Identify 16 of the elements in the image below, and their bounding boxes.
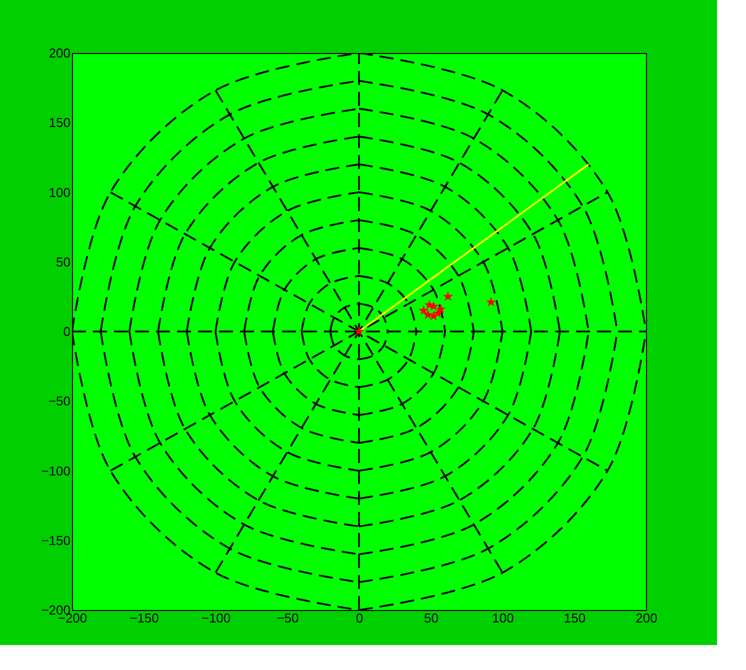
y-tick-label: 150 bbox=[48, 115, 70, 130]
y-tick-label: −150 bbox=[41, 532, 70, 548]
y-tick-label: 0 bbox=[63, 324, 70, 339]
x-tick-label: 200 bbox=[636, 610, 658, 626]
x-tick-label: 150 bbox=[564, 610, 586, 626]
x-tick-label: −100 bbox=[201, 610, 231, 626]
x-tick-label: 50 bbox=[424, 610, 438, 626]
x-tick-label: 0 bbox=[356, 610, 364, 626]
y-tick-label: 50 bbox=[56, 254, 70, 270]
y-tick-label: −100 bbox=[41, 463, 70, 478]
y-tick-label: −50 bbox=[48, 394, 70, 409]
y-tick-label: 100 bbox=[48, 184, 70, 200]
x-tick-label: 100 bbox=[492, 610, 514, 626]
x-tick-label: −150 bbox=[130, 610, 159, 626]
y-tick-label: 200 bbox=[48, 46, 70, 60]
x-tick-label: −50 bbox=[276, 610, 299, 626]
